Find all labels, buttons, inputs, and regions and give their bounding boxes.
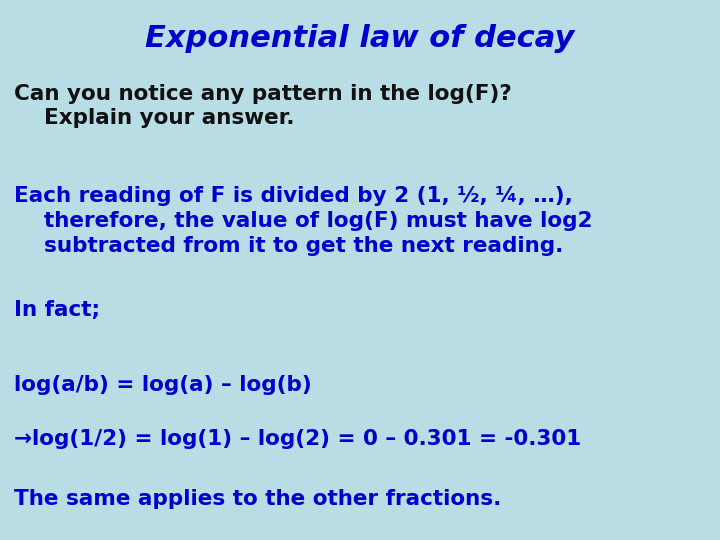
- Text: Can you notice any pattern in the log(F)?
    Explain your answer.: Can you notice any pattern in the log(F)…: [14, 84, 512, 129]
- Text: In fact;: In fact;: [14, 300, 100, 320]
- Text: Exponential law of decay: Exponential law of decay: [145, 24, 575, 53]
- Text: →log(1/2) = log(1) – log(2) = 0 – 0.301 = -0.301: →log(1/2) = log(1) – log(2) = 0 – 0.301 …: [14, 429, 582, 449]
- Text: The same applies to the other fractions.: The same applies to the other fractions.: [14, 489, 502, 509]
- Text: log(a/b) = log(a) – log(b): log(a/b) = log(a) – log(b): [14, 375, 312, 395]
- Text: Each reading of F is divided by 2 (1, ½, ¼, …),
    therefore, the value of log(: Each reading of F is divided by 2 (1, ½,…: [14, 186, 593, 256]
